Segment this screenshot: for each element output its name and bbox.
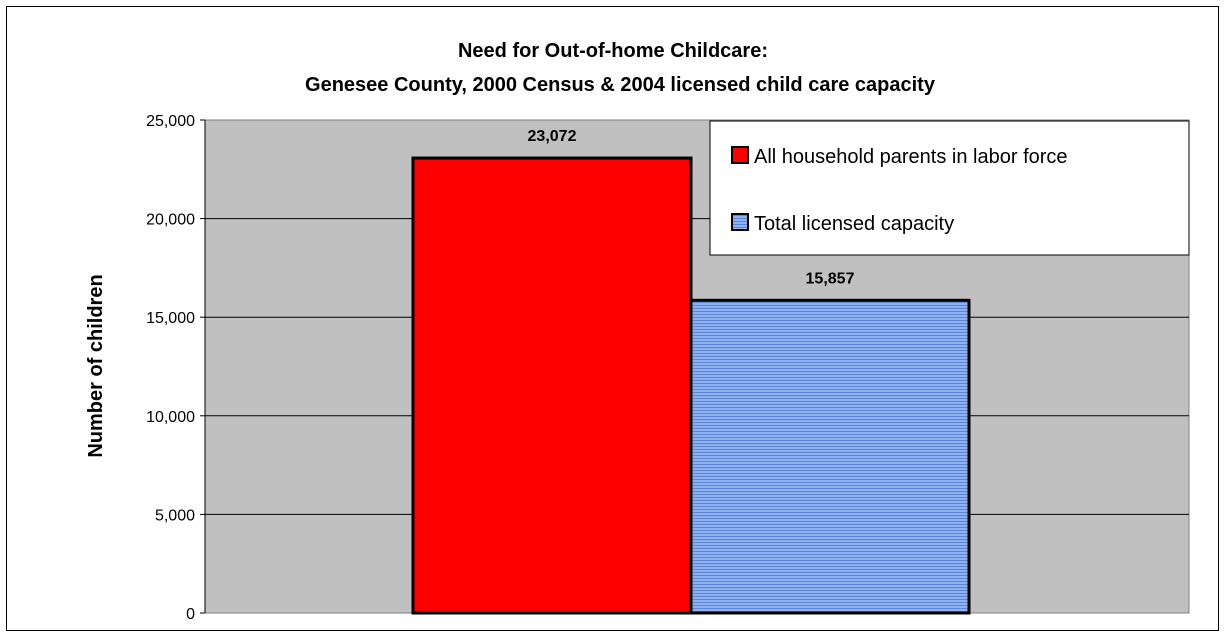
bars [411,156,971,615]
y-tick-label: 20,000 [146,212,195,229]
legend-swatch-labor-force [731,146,749,164]
bar-1 [689,298,971,615]
chart-subtitle: Genesee County, 2000 Census & 2004 licen… [305,74,936,96]
y-axis-label: Number of children [85,274,107,457]
data-label-1: 15,857 [806,270,855,287]
y-tick-label: 15,000 [146,310,195,327]
y-axis-ticks: 0 5,000 10,000 15,000 20,000 25,000 [146,113,205,623]
y-tick-label: 25,000 [146,113,195,130]
data-labels: 23,072 15,857 [528,128,855,287]
legend-label-labor-force: All household parents in labor force [754,146,1068,168]
legend-swatch-licensed-capacity [731,213,749,231]
legend-box [709,120,1190,256]
legend: All household parents in labor force Tot… [709,120,1190,256]
y-tick-label: 0 [186,606,195,623]
data-label-0: 23,072 [528,128,577,145]
bar-0 [411,156,693,615]
y-tick-label: 10,000 [146,409,195,426]
y-tick-label: 5,000 [155,507,195,524]
legend-label-licensed-capacity: Total licensed capacity [754,213,954,235]
chart-title: Need for Out-of-home Childcare: [458,40,768,62]
